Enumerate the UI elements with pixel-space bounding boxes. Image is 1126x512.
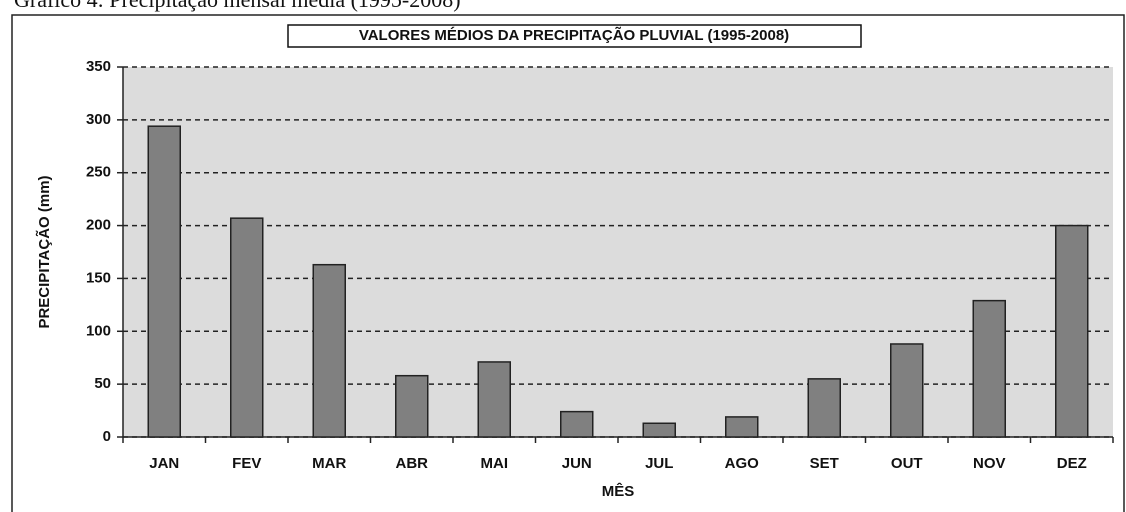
y-tick-label: 0 (103, 428, 111, 445)
bar (1055, 224, 1089, 438)
bar (725, 416, 759, 438)
bar (560, 410, 594, 438)
y-tick-label: 100 (86, 322, 111, 339)
bar (477, 361, 511, 438)
y-tick-label: 250 (86, 164, 111, 181)
y-tick-label: 200 (86, 217, 111, 234)
bar (890, 343, 924, 438)
x-tick-label: SET (810, 455, 839, 472)
x-axis-label: MÊS (602, 482, 635, 500)
y-tick-label: 150 (86, 269, 111, 286)
chart-title: VALORES MÉDIOS DA PRECIPITAÇÃO PLUVIAL (… (359, 26, 789, 44)
x-tick-label: JUN (562, 455, 592, 472)
y-tick-label: 350 (86, 58, 111, 75)
x-tick-label: NOV (973, 455, 1006, 472)
x-tick-label: JUL (645, 455, 673, 472)
x-tick-label: MAI (481, 455, 509, 472)
x-tick-label: JAN (149, 455, 179, 472)
bar (147, 125, 181, 438)
bar (642, 422, 676, 438)
x-tick-label: AGO (725, 455, 760, 472)
y-axis-label: PRECIPITAÇÃO (mm) (35, 175, 53, 328)
x-tick-label: FEV (232, 455, 261, 472)
x-tick-label: OUT (891, 455, 923, 472)
x-tick-label: DEZ (1057, 455, 1087, 472)
bar (807, 378, 841, 438)
caption: Gráfico 4: Precipitação mensal média (19… (14, 0, 461, 12)
bar (312, 263, 346, 438)
x-tick-label: MAR (312, 455, 346, 472)
x-tick-label: ABR (396, 455, 429, 472)
bar (395, 374, 429, 438)
y-tick-label: 50 (94, 375, 111, 392)
bar (230, 217, 264, 438)
title-box (287, 24, 862, 48)
plot-area (123, 67, 1113, 437)
y-tick-label: 300 (86, 111, 111, 128)
bar (972, 299, 1006, 438)
